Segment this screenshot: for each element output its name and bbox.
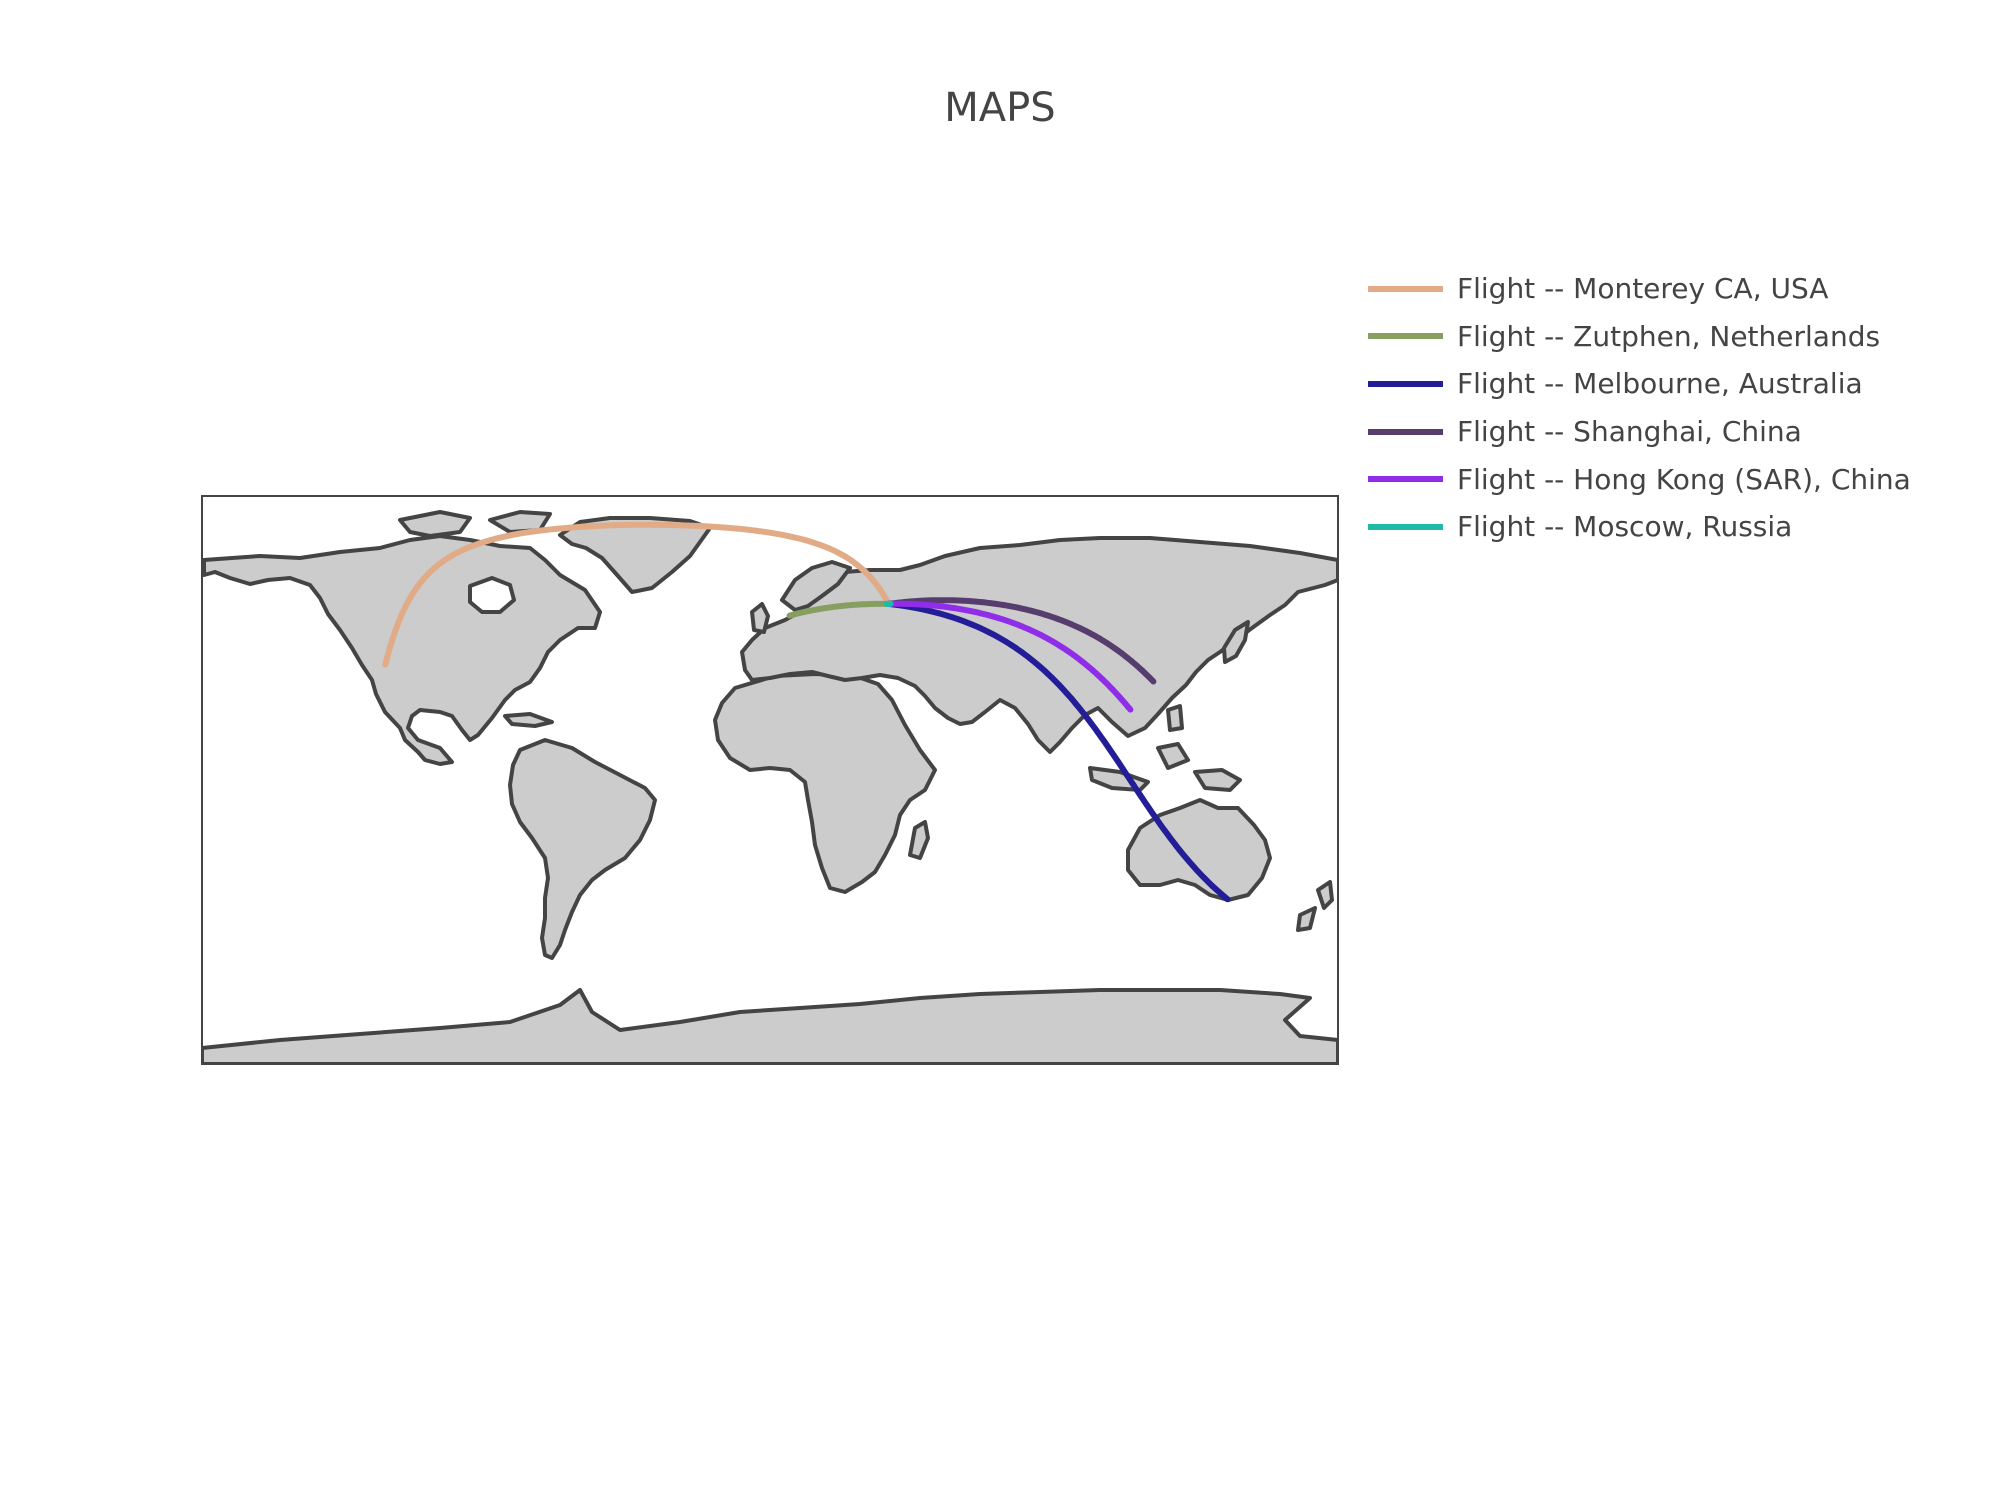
routes-layer [382,521,1231,903]
legend-item-4[interactable]: Flight -- Hong Kong (SAR), China [1368,455,1911,503]
land-antarctica [202,988,1338,1064]
legend-swatch-5 [1368,523,1443,530]
flight-route-2 [885,600,1231,903]
legend-swatch-2 [1368,380,1443,387]
legend-item-5[interactable]: Flight -- Moscow, Russia [1368,503,1911,551]
land-japan [1222,620,1250,664]
land-eurasia [740,536,1338,754]
legend-swatch-1 [1368,333,1443,340]
flight-route-1 [786,600,892,619]
land-layer [202,510,1338,1064]
land-arctic-islands [398,510,552,538]
chart-title: MAPS [944,85,1056,131]
legend-label-4: Flight -- Hong Kong (SAR), China [1457,462,1911,496]
land-uk [750,602,770,634]
land-africa [713,672,937,894]
legend-item-3[interactable]: Flight -- Shanghai, China [1368,408,1911,456]
land-south-america [508,738,657,960]
legend-label-5: Flight -- Moscow, Russia [1457,510,1793,544]
land-new-zealand [1296,880,1334,932]
flight-route-0 [382,521,892,668]
legend-item-1[interactable]: Flight -- Zutphen, Netherlands [1368,313,1911,361]
legend: Flight -- Monterey CA, USA Flight -- Zutp… [1368,265,1911,551]
water-hudson-bay [468,576,516,614]
legend-swatch-3 [1368,428,1443,435]
legend-swatch-4 [1368,476,1443,483]
land-madagascar [908,820,930,860]
map-frame [201,495,1339,1065]
legend-swatch-0 [1368,285,1443,292]
legend-label-0: Flight -- Monterey CA, USA [1457,272,1829,306]
legend-label-3: Flight -- Shanghai, China [1457,415,1802,449]
land-cuba [503,712,554,728]
flight-route-4 [885,600,1134,713]
flight-route-3 [885,597,1157,685]
legend-item-0[interactable]: Flight -- Monterey CA, USA [1368,265,1911,313]
legend-label-1: Flight -- Zutphen, Netherlands [1457,319,1881,353]
land-scandinavia [780,560,852,612]
legend-item-2[interactable]: Flight -- Melbourne, Australia [1368,360,1911,408]
legend-label-2: Flight -- Melbourne, Australia [1457,367,1863,401]
land-greenland [558,516,712,594]
